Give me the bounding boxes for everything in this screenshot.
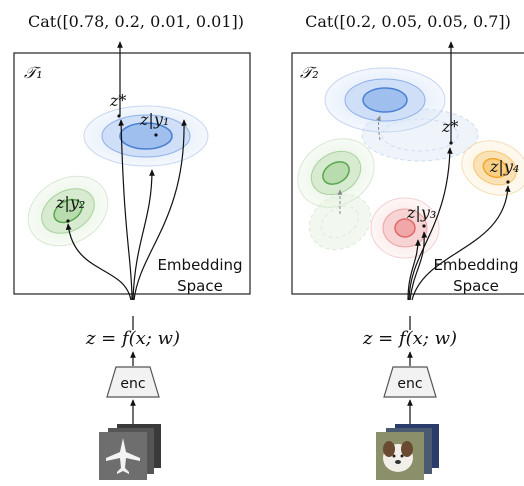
right-wire-red-2 [407,239,421,301]
left-formula: z = f(x; w) [85,328,180,349]
right-cluster-orange-label: z|y₄ [489,157,519,176]
right-cluster-red [370,197,440,259]
right-encoder-block [383,366,437,398]
right-embedding-space-line1: Embedding [433,256,518,274]
left-encoder-label: enc [120,376,145,392]
left-z-star-label: z* [109,91,126,110]
right-task-label: 𝒯₂ [300,63,319,82]
left-cluster-green-label: z|y₂ [55,193,85,212]
right-wire-zstar [408,147,453,301]
right-cluster-blue [324,67,446,133]
left-embedding-box [13,52,251,295]
left-task-label: 𝒯₁ [24,63,43,82]
right-cluster-orange [461,140,524,196]
left-embedding-space-line1: Embedding [157,256,242,274]
right-z-star-label: z* [441,117,458,136]
left-embedding-space-line2: Space [177,277,223,295]
right-formula: z = f(x; w) [362,328,457,349]
right-cluster-green-ghost [308,193,372,251]
right-encoder-label: enc [397,376,422,392]
right-wire-orange [411,185,511,301]
left-cluster-blue [83,105,209,167]
left-wire-blue-1 [132,169,155,301]
right-panel: Cat([0.2, 0.05, 0.05, 0.7]) 𝒯₂ [291,12,524,480]
left-panel: Cat([0.78, 0.2, 0.01, 0.01]) 𝒯₁ z|y₁ z|y… [13,12,251,480]
left-wire-green [65,223,132,301]
right-cluster-green [297,138,375,208]
right-wire-red-1 [409,231,428,301]
dog-image-icon [376,424,439,480]
left-categorical-label: Cat([0.78, 0.2, 0.01, 0.01]) [28,12,244,31]
left-cluster-green [27,175,109,247]
left-cluster-blue-label: z|y₁ [139,110,169,129]
right-blue-shift-arrow [376,115,381,141]
right-embedding-space-line2: Space [453,277,499,295]
right-categorical-label: Cat([0.2, 0.05, 0.05, 0.7]) [305,12,511,31]
airplane-image-icon [99,424,161,480]
right-cluster-red-label: z|y₃ [406,203,436,222]
left-wire-blue-2 [133,119,187,301]
left-wire-zstar [118,119,133,301]
left-encoder-block [106,366,160,398]
